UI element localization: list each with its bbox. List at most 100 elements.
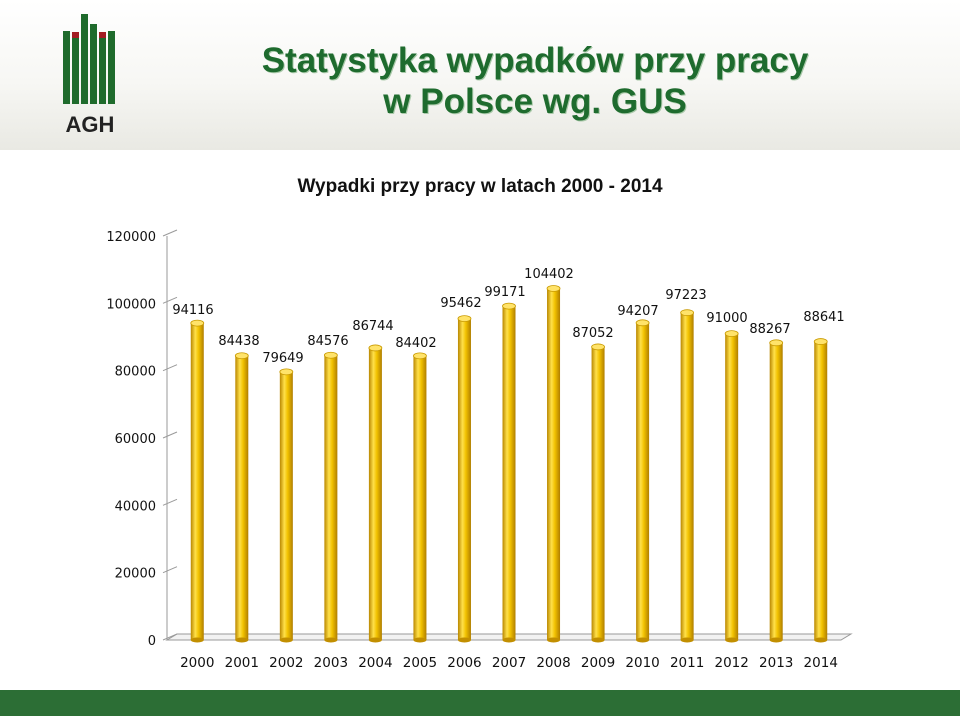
y-tick-mark bbox=[162, 364, 178, 372]
bar-base bbox=[547, 637, 561, 643]
bar-2014 bbox=[813, 338, 828, 643]
bar-chart: 0 20000 40000 60000 80000 100000 120000 2000 200… bbox=[106, 229, 853, 671]
data-label: 79649 bbox=[262, 351, 303, 366]
y-tick-label: 40000 bbox=[115, 499, 156, 514]
data-label: 84438 bbox=[218, 334, 259, 349]
bar-base bbox=[457, 637, 471, 643]
slide-title: Statystyka wypadków przy pracy w Polsce … bbox=[190, 40, 880, 122]
x-tick-label: 2004 bbox=[358, 655, 392, 671]
data-label: 94116 bbox=[172, 303, 213, 318]
slide-header: AGH Statystyka wypadków przy pracy w Pol… bbox=[0, 0, 960, 150]
bar-2007 bbox=[502, 302, 516, 643]
y-tick-mark bbox=[162, 566, 178, 574]
bar-cap bbox=[279, 368, 294, 376]
bar-body bbox=[769, 342, 783, 640]
bar-body bbox=[324, 355, 338, 640]
bar-body bbox=[547, 288, 561, 640]
y-tick-label: 100000 bbox=[106, 297, 156, 312]
x-tick-label: 2012 bbox=[714, 655, 748, 671]
bar-body bbox=[814, 341, 828, 640]
bar-cap bbox=[635, 319, 650, 327]
bar-cap bbox=[591, 343, 605, 351]
bar-2005 bbox=[413, 352, 427, 643]
bar-base bbox=[235, 637, 249, 643]
bar-cap bbox=[813, 338, 828, 345]
bar-base bbox=[636, 637, 650, 643]
bar-base bbox=[814, 637, 828, 643]
bar-base bbox=[279, 637, 293, 643]
bar-cap bbox=[413, 352, 427, 360]
x-tick-label: 2014 bbox=[804, 655, 838, 671]
data-label: 97223 bbox=[665, 288, 706, 303]
bar-cap bbox=[234, 352, 249, 360]
bar-base bbox=[368, 637, 382, 643]
bar-body bbox=[413, 355, 427, 640]
bar-body bbox=[235, 355, 249, 640]
data-label: 104402 bbox=[524, 267, 574, 282]
x-tick-label: 2002 bbox=[269, 655, 303, 671]
bar-cap bbox=[546, 285, 561, 292]
bar-base bbox=[769, 637, 783, 643]
bar-body bbox=[190, 323, 204, 640]
y-tick-mark bbox=[162, 633, 178, 641]
footer-bar bbox=[0, 690, 960, 716]
y-tick-label: 60000 bbox=[115, 432, 156, 447]
bar-cap bbox=[190, 319, 205, 327]
bar-2011 bbox=[680, 309, 695, 643]
data-label: 94207 bbox=[617, 304, 658, 319]
x-tick-label: 2008 bbox=[536, 655, 570, 671]
data-label: 87052 bbox=[572, 326, 613, 341]
x-tick-label: 2005 bbox=[403, 655, 437, 671]
bar-base bbox=[725, 637, 739, 643]
bar-2010 bbox=[635, 319, 650, 643]
bar-base bbox=[591, 637, 605, 643]
data-label: 95462 bbox=[440, 296, 481, 311]
y-tick-mark bbox=[162, 229, 178, 237]
x-tick-label: 2001 bbox=[225, 655, 259, 671]
bar-body bbox=[725, 333, 739, 640]
bar-body bbox=[636, 322, 650, 640]
slide-title-line2: w Polsce wg. GUS bbox=[383, 82, 687, 121]
data-label: 86744 bbox=[352, 319, 393, 334]
y-tick-mark bbox=[162, 296, 178, 304]
bar-body bbox=[279, 371, 293, 640]
data-label: 84576 bbox=[307, 334, 348, 349]
bar-body bbox=[680, 312, 694, 640]
x-tick-label: 2003 bbox=[314, 655, 348, 671]
bar-2004 bbox=[368, 344, 383, 643]
bar-base bbox=[502, 637, 516, 643]
bar-2003 bbox=[323, 351, 338, 643]
logo-text: AGH bbox=[66, 112, 115, 137]
data-label: 88641 bbox=[803, 310, 844, 325]
x-tick-label: 2010 bbox=[625, 655, 659, 671]
agh-logo-icon: AGH bbox=[63, 14, 115, 137]
bar-2001 bbox=[234, 352, 249, 643]
bar-cap bbox=[368, 344, 383, 352]
bar-2006 bbox=[457, 315, 472, 643]
y-tick-label: 0 bbox=[148, 634, 156, 649]
bar-base bbox=[413, 637, 427, 643]
bar-cap bbox=[502, 302, 516, 310]
x-tick-label: 2013 bbox=[759, 655, 793, 671]
bar-body bbox=[368, 347, 382, 640]
y-tick-label: 20000 bbox=[115, 567, 156, 582]
y-tick-label: 80000 bbox=[115, 365, 156, 380]
bar-2008 bbox=[546, 285, 561, 643]
bar-2013 bbox=[769, 339, 784, 643]
bar-2009 bbox=[591, 343, 605, 643]
data-label: 88267 bbox=[749, 322, 790, 337]
bar-body bbox=[502, 306, 516, 640]
slide-title-line1: Statystyka wypadków przy pracy bbox=[261, 41, 809, 80]
data-label: 84402 bbox=[395, 336, 436, 351]
x-tick-label: 2006 bbox=[447, 655, 481, 671]
x-tick-label: 2000 bbox=[180, 655, 214, 671]
bar-cap bbox=[323, 351, 338, 359]
bar-cap bbox=[769, 339, 784, 347]
bar-base bbox=[680, 637, 694, 643]
data-label: 91000 bbox=[706, 311, 747, 326]
x-tick-label: 2011 bbox=[670, 655, 704, 671]
y-tick-label: 120000 bbox=[106, 230, 156, 245]
chart-title: Wypadki przy pracy w latach 2000 - 2014 bbox=[297, 176, 663, 197]
bar-body bbox=[591, 346, 605, 640]
bar-cap bbox=[724, 330, 739, 338]
